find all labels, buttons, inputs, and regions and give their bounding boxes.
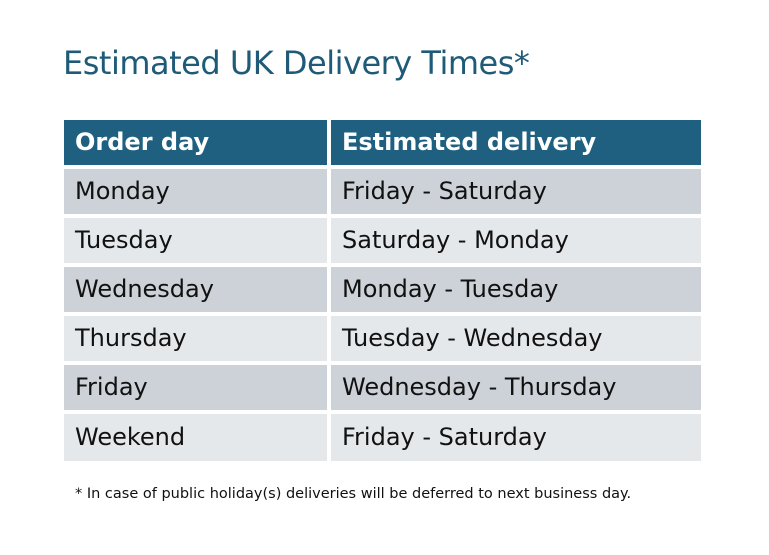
table-header: Order day Estimated delivery: [64, 120, 701, 165]
page-title: Estimated UK Delivery Times*: [63, 44, 530, 82]
table-row: Tuesday Saturday - Monday: [64, 218, 701, 263]
table-row: Monday Friday - Saturday: [64, 169, 701, 214]
order-day-cell: Friday: [64, 365, 327, 410]
delivery-cell: Friday - Saturday: [331, 169, 701, 214]
header-estimated-delivery: Estimated delivery: [331, 120, 701, 165]
delivery-cell: Monday - Tuesday: [331, 267, 701, 312]
header-order-day: Order day: [64, 120, 327, 165]
delivery-cell: Wednesday - Thursday: [331, 365, 701, 410]
table-row: Thursday Tuesday - Wednesday: [64, 316, 701, 361]
delivery-cell: Friday - Saturday: [331, 414, 701, 461]
order-day-cell: Monday: [64, 169, 327, 214]
table-row: Friday Wednesday - Thursday: [64, 365, 701, 410]
order-day-cell: Tuesday: [64, 218, 327, 263]
delivery-cell: Saturday - Monday: [331, 218, 701, 263]
footnote: * In case of public holiday(s) deliverie…: [75, 486, 632, 502]
table-row: Weekend Friday - Saturday: [64, 414, 701, 461]
delivery-cell: Tuesday - Wednesday: [331, 316, 701, 361]
delivery-table: Order day Estimated delivery Monday Frid…: [64, 120, 701, 465]
order-day-cell: Weekend: [64, 414, 327, 461]
table-row: Wednesday Monday - Tuesday: [64, 267, 701, 312]
order-day-cell: Thursday: [64, 316, 327, 361]
order-day-cell: Wednesday: [64, 267, 327, 312]
